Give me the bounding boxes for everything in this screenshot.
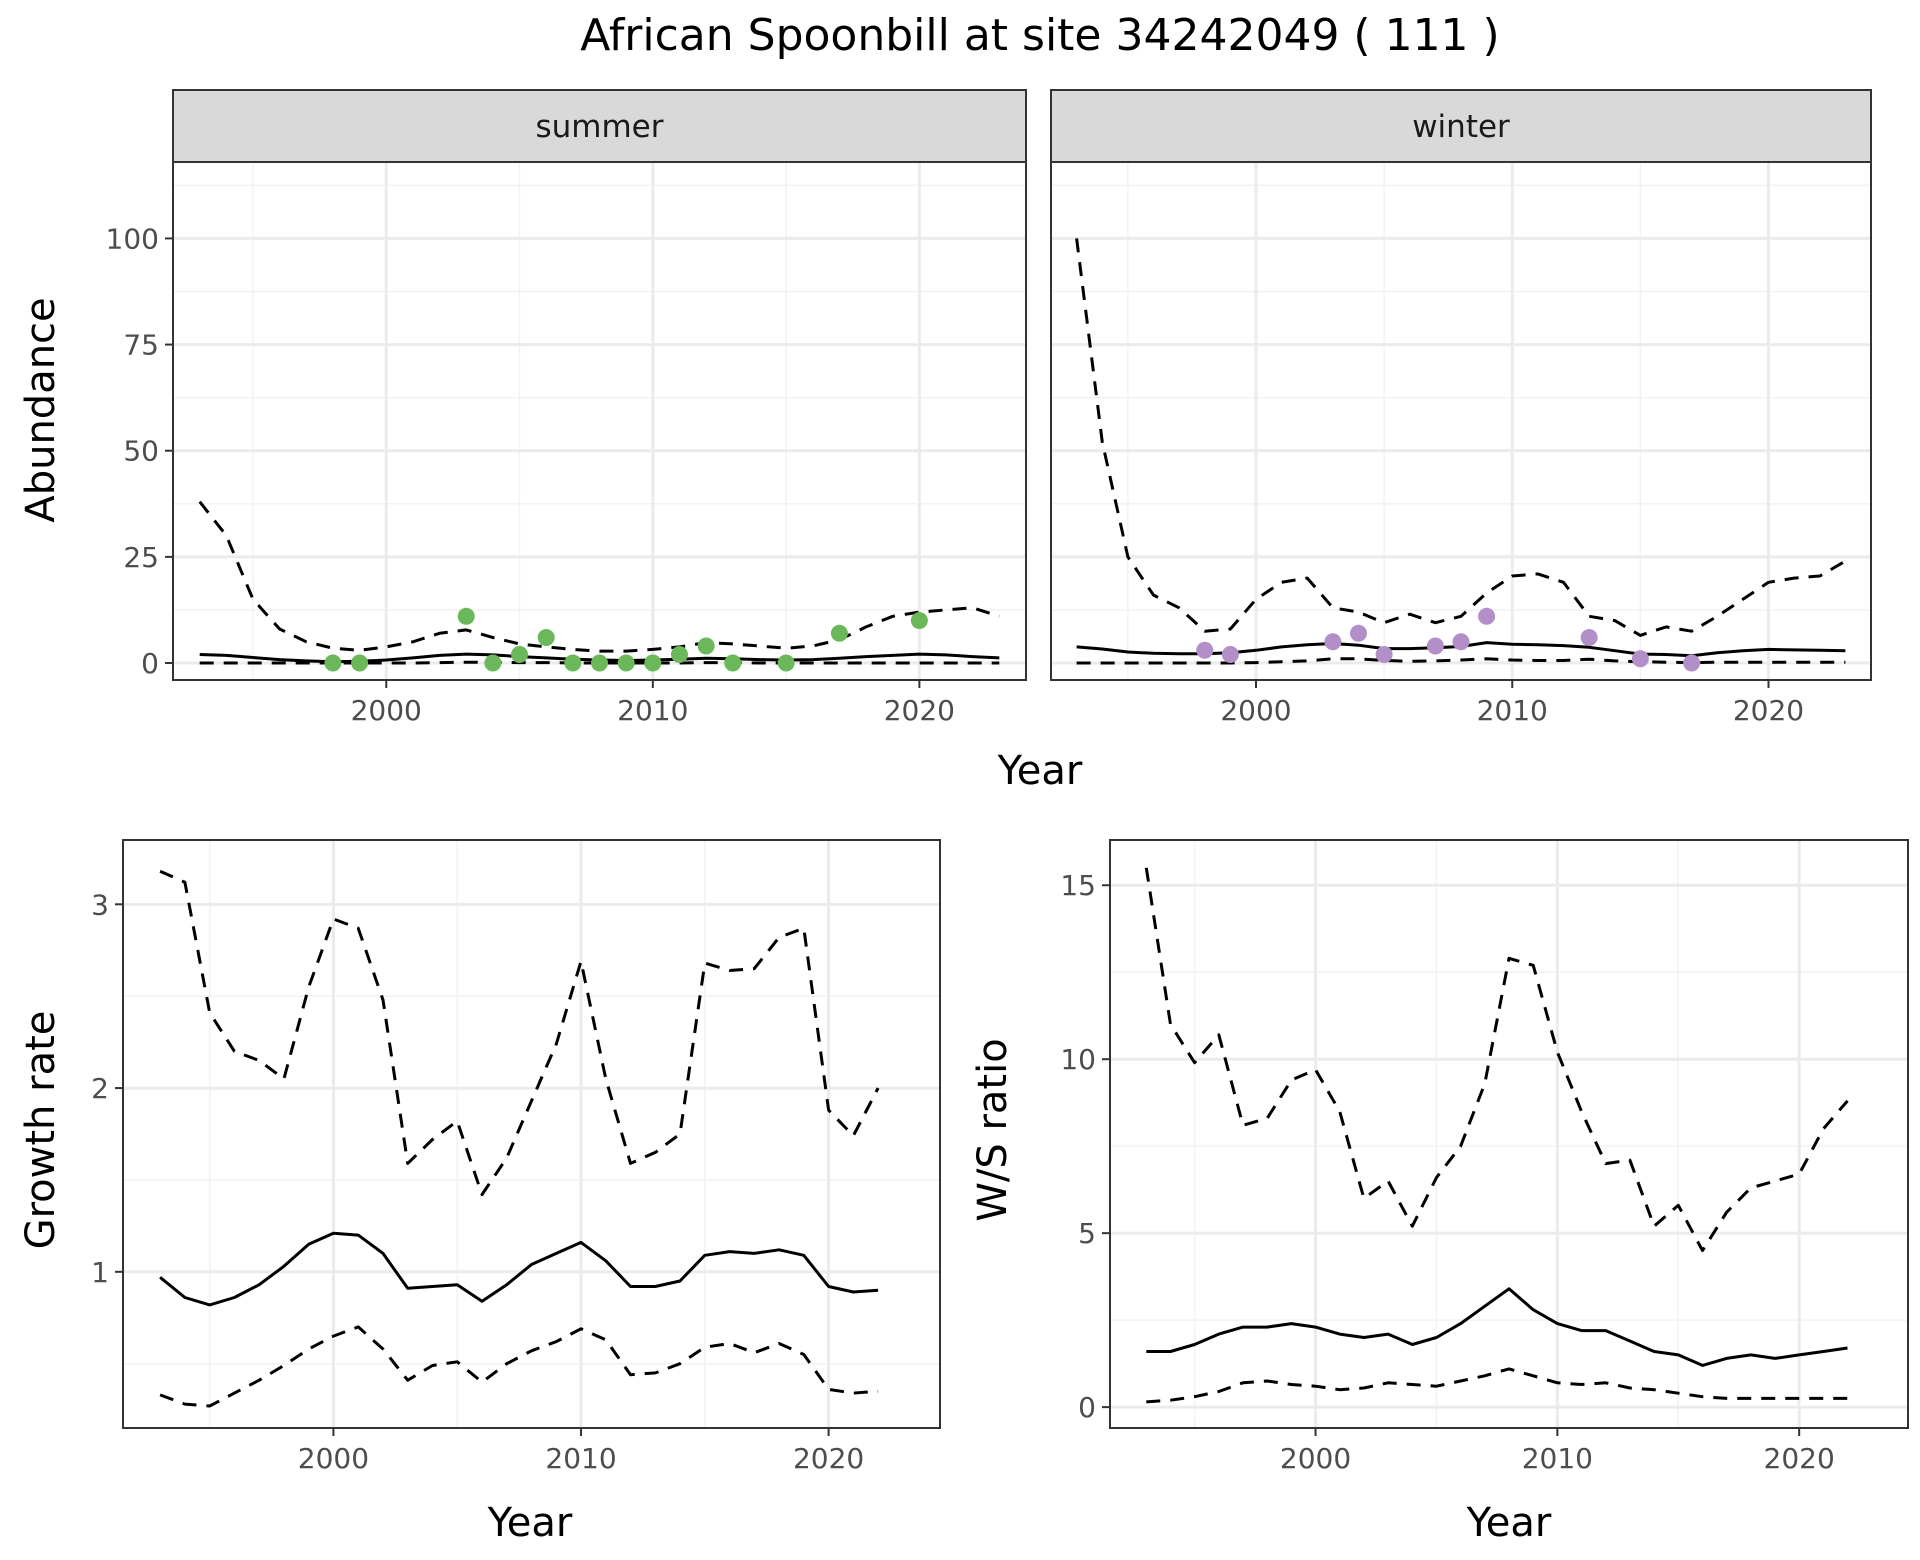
abundance-y-axis-title: Abundance	[18, 297, 64, 522]
ws-ratio-plot: 2000 2010 2020 0 5 10 15	[1060, 839, 1909, 1475]
ratio-y-tick-label: 5	[1078, 1217, 1096, 1250]
abundance-summer-count-point	[777, 654, 795, 672]
ratio-x-tick-label: 2000	[1280, 1442, 1351, 1475]
abundance-winter-upper-ci-line	[1075, 238, 1847, 637]
abundance-summer-strip-label: summer	[535, 109, 663, 145]
abundance-winter-lower-ci-line	[1076, 657, 1846, 665]
abundance-summer-x-tick-label: 2000	[351, 694, 422, 727]
abundance-summer-y-tick-label: 0	[141, 647, 159, 680]
abundance-winter-count-point	[1324, 633, 1342, 651]
growth-rate-plot: 2000 2010 2020 1 2 3	[91, 839, 941, 1475]
ratio-y-tick-label: 15	[1060, 869, 1096, 902]
abundance-winter-count-point	[1196, 641, 1214, 659]
abundance-summer-y-tick-label: 25	[123, 541, 159, 574]
abundance-summer-y-tick-label: 100	[106, 222, 159, 255]
abundance-winter-count-point	[1350, 624, 1367, 642]
abundance-summer-strip	[172, 89, 1027, 163]
growth-lower-ci-line	[159, 1325, 879, 1408]
ratio-x-axis-title: Year	[1466, 1500, 1552, 1546]
abundance-summer-count-point	[644, 654, 662, 672]
abundance-summer-count-point	[511, 646, 529, 664]
abundance-winter-strip-label: winter	[1412, 109, 1510, 145]
abundance-summer-count-point	[617, 654, 635, 672]
abundance-summer-count-point	[830, 624, 848, 642]
abundance-summer-count-point	[724, 654, 742, 672]
growth-x-axis-title: Year	[487, 1500, 573, 1546]
abundance-summer-x-tick-label: 2010	[617, 694, 688, 727]
growth-x-tick-label: 2000	[298, 1442, 369, 1475]
abundance-summer-count-point	[910, 612, 928, 630]
abundance-winter-facet: winter 2000 2010 2020	[1050, 89, 1872, 727]
growth-y-tick-label: 1	[91, 1256, 109, 1289]
abundance-winter-x-tick-label: 2010	[1477, 694, 1548, 727]
abundance-summer-x-tick-label: 2020	[884, 694, 955, 727]
growth-y-tick-label: 2	[91, 1072, 109, 1105]
abundance-winter-count-point	[1375, 646, 1393, 664]
abundance-winter-x-tick-label: 2000	[1220, 694, 1291, 727]
abundance-summer-count-point	[591, 654, 608, 672]
growth-y-axis-title: Growth rate	[18, 1011, 64, 1250]
abundance-plot: summer 2000 2010 2020 0 25 50 75 100 winter 2000 20…	[106, 89, 1872, 727]
abundance-summer-count-point	[564, 654, 582, 672]
abundance-winter-panel-border	[1050, 161, 1872, 681]
abundance-summer-panel-border	[172, 161, 1027, 681]
abundance-summer-upper-ci-line	[198, 500, 1000, 653]
abundance-summer-count-point	[670, 646, 688, 664]
abundance-winter-strip	[1050, 89, 1872, 163]
abundance-winter-count-point	[1426, 637, 1444, 655]
abundance-summer-count-point	[457, 607, 475, 625]
abundance-summer-count-point	[484, 654, 502, 672]
growth-x-tick-label: 2010	[545, 1442, 616, 1475]
growth-panel-border	[122, 839, 941, 1429]
abundance-x-axis-title: Year	[997, 748, 1083, 794]
abundance-summer-count-point	[537, 629, 555, 647]
ratio-y-tick-label: 0	[1078, 1391, 1096, 1424]
growth-y-tick-label: 3	[91, 888, 109, 921]
ratio-x-tick-label: 2020	[1764, 1442, 1835, 1475]
abundance-winter-count-point	[1580, 629, 1598, 647]
ratio-estimate-line	[1146, 1287, 1848, 1367]
abundance-summer-y-tick-label: 50	[123, 435, 159, 468]
abundance-summer-y-tick-label: 75	[123, 329, 159, 362]
ratio-panel-border	[1109, 839, 1909, 1429]
abundance-summer-count-point	[351, 654, 369, 672]
growth-upper-ci-line	[159, 869, 880, 1197]
ratio-y-tick-label: 10	[1060, 1043, 1096, 1076]
abundance-summer-count-point	[697, 637, 715, 655]
ratio-x-tick-label: 2010	[1522, 1442, 1593, 1475]
growth-x-tick-label: 2020	[793, 1442, 864, 1475]
ratio-upper-ci-line	[1144, 867, 1849, 1253]
abundance-winter-count-point	[1631, 650, 1649, 668]
abundance-winter-count-point	[1478, 607, 1496, 625]
abundance-winter-count-point	[1683, 654, 1701, 672]
ratio-y-axis-title: W/S ratio	[970, 1038, 1016, 1221]
abundance-winter-count-point	[1452, 633, 1470, 651]
abundance-summer-count-point	[324, 654, 342, 672]
abundance-summer-facet: summer 2000 2010 2020 0 25 50 75 100	[106, 89, 1027, 727]
figure-title: African Spoonbill at site 34242049 ( 111…	[580, 10, 1499, 61]
abundance-winter-count-point	[1221, 646, 1239, 664]
abundance-winter-x-tick-label: 2020	[1733, 694, 1804, 727]
growth-estimate-line	[159, 1231, 879, 1307]
